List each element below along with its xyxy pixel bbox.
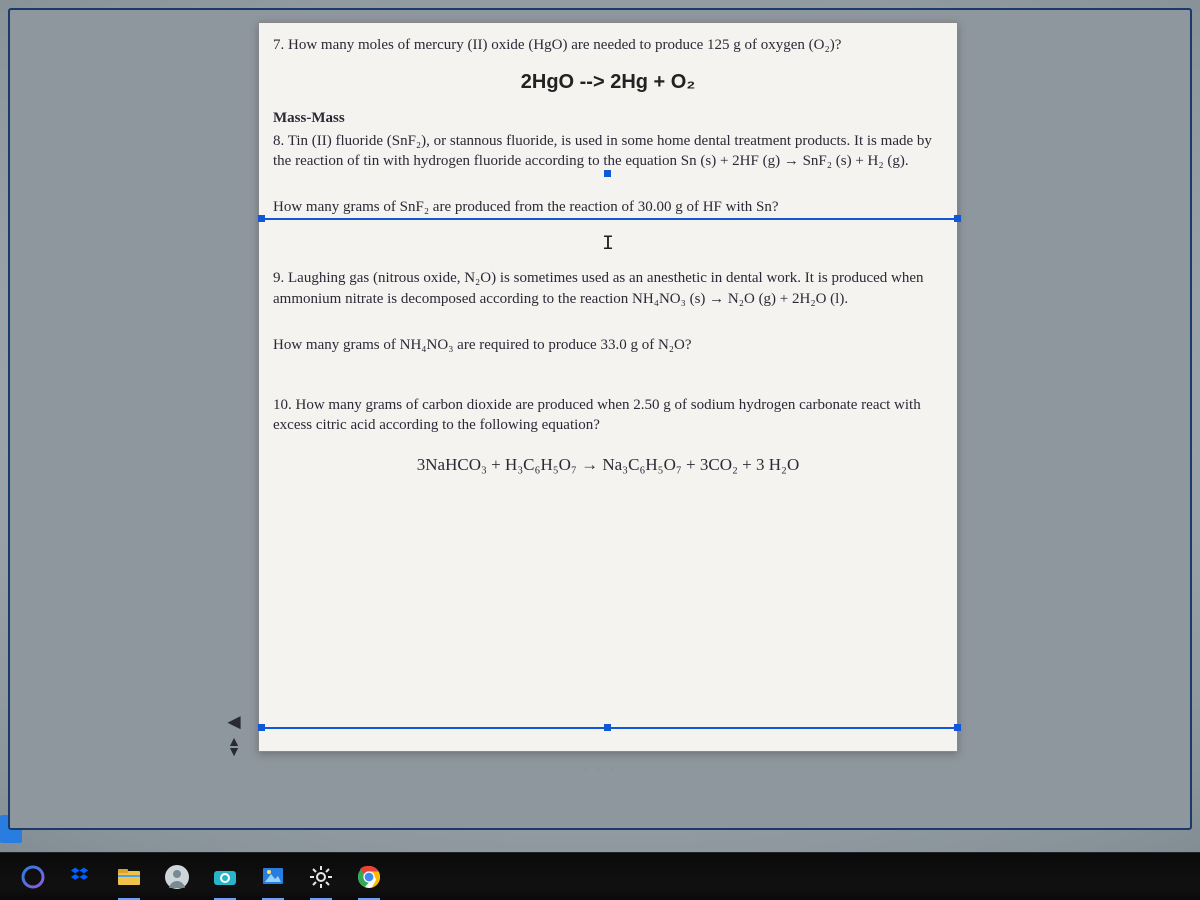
settings-icon — [308, 864, 334, 890]
question-9: 9. Laughing gas (nitrous oxide, N₂O) is … — [273, 268, 943, 309]
avatar-icon — [164, 864, 190, 890]
q10-text: 10. How many grams of carbon dioxide are… — [273, 397, 921, 433]
chrome-icon — [356, 864, 382, 890]
q10-equation: 3NaHCO₃ + H₃C₆H₅O₇ → Na₃C₆H₅O₇ + 3CO₂ + … — [273, 454, 943, 477]
photos-icon — [260, 864, 286, 890]
question-8: 8. Tin (II) fluoride (SnF₂), or stannous… — [273, 131, 943, 172]
q8-followup-text: How many grams of SnF₂ are produced from… — [273, 199, 779, 215]
taskbar-item-cortana[interactable] — [14, 858, 52, 896]
text-cursor: I — [273, 231, 943, 258]
selection-handle[interactable] — [258, 215, 265, 222]
section-heading: Mass-Mass — [273, 108, 943, 128]
q7-equation: 2HgO --> 2Hg + O₂ — [273, 69, 943, 96]
selection-handle[interactable] — [604, 724, 611, 731]
selection-handle[interactable] — [604, 170, 611, 177]
taskbar-item-avatar[interactable] — [158, 858, 196, 896]
taskbar-item-file-explorer[interactable] — [110, 858, 148, 896]
selection-border-top — [262, 218, 956, 220]
dropbox-icon — [68, 864, 94, 890]
camera-icon — [212, 864, 238, 890]
taskbar — [0, 852, 1200, 900]
question-10: 10. How many grams of carbon dioxide are… — [273, 395, 943, 436]
selection-handle[interactable] — [954, 215, 961, 222]
page-footer-dots: • • • — [10, 762, 1190, 777]
scroll-arrow-control[interactable]: ◄▲▼ — [220, 710, 248, 738]
selection-handle[interactable] — [258, 724, 265, 731]
screen-frame: 7. How many moles of mercury (II) oxide … — [8, 8, 1192, 830]
taskbar-item-settings[interactable] — [302, 858, 340, 896]
taskbar-item-dropbox[interactable] — [62, 858, 100, 896]
q9-followup-text: How many grams of NH₄NO₃ are required to… — [273, 337, 692, 353]
question-9-followup: How many grams of NH₄NO₃ are required to… — [273, 335, 943, 355]
q7-text: 7. How many moles of mercury (II) oxide … — [273, 37, 841, 53]
taskbar-item-photos[interactable] — [254, 858, 292, 896]
file-explorer-icon — [116, 864, 142, 890]
question-8-followup: How many grams of SnF₂ are produced from… — [273, 197, 943, 217]
taskbar-item-camera[interactable] — [206, 858, 244, 896]
selection-handle[interactable] — [954, 724, 961, 731]
q9-text: 9. Laughing gas (nitrous oxide, N₂O) is … — [273, 270, 924, 306]
document-window: 7. How many moles of mercury (II) oxide … — [258, 22, 958, 752]
q8-text: 8. Tin (II) fluoride (SnF₂), or stannous… — [273, 133, 932, 169]
arrow-down-icon: ▼ — [227, 745, 241, 760]
cortana-icon — [20, 864, 46, 890]
arrow-left-icon: ◄ — [223, 709, 245, 734]
taskbar-item-chrome[interactable] — [350, 858, 388, 896]
question-7: 7. How many moles of mercury (II) oxide … — [273, 35, 943, 55]
